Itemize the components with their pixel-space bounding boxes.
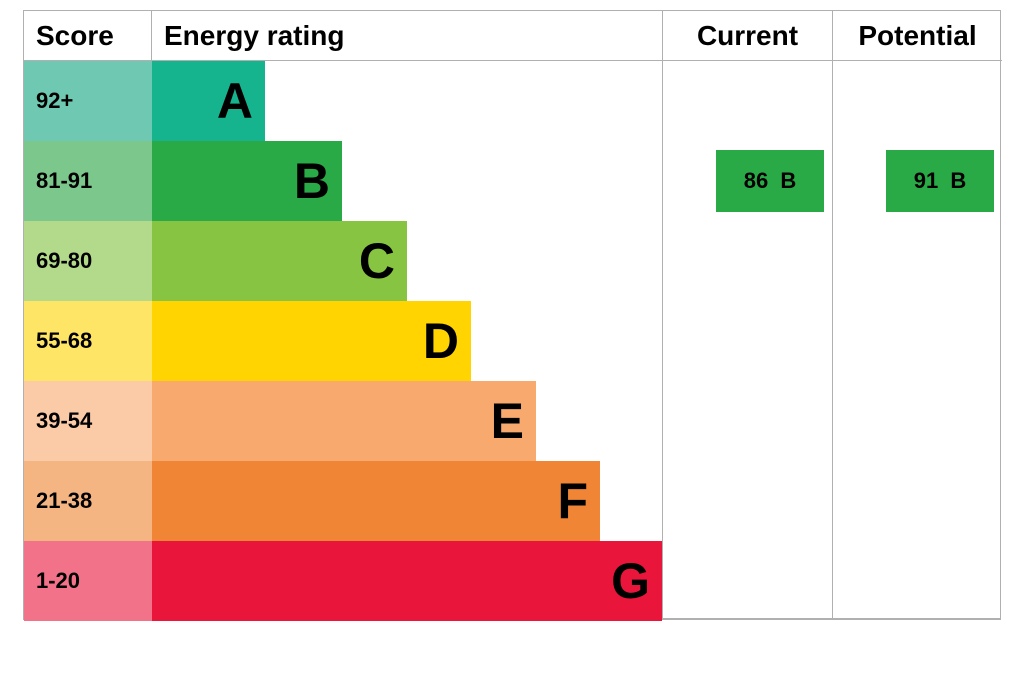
- band-score-D: 55-68: [24, 301, 152, 381]
- header-current: Current: [662, 11, 832, 61]
- band-score-F: 21-38: [24, 461, 152, 541]
- band-row-A: A92+: [24, 61, 1000, 141]
- band-row-E: E39-54: [24, 381, 1000, 461]
- header-score: Score: [24, 11, 152, 61]
- pointer-current: 86 B: [716, 150, 824, 212]
- band-row-F: F21-38: [24, 461, 1000, 541]
- band-score-A: 92+: [24, 61, 152, 141]
- band-score-B: 81-91: [24, 141, 152, 221]
- band-row-C: C69-80: [24, 221, 1000, 301]
- band-row-G: G1-20: [24, 541, 1000, 621]
- band-score-C: 69-80: [24, 221, 152, 301]
- epc-chart: ScoreEnergy ratingCurrentPotentialA92+B8…: [23, 10, 1001, 620]
- header-potential: Potential: [832, 11, 1002, 61]
- band-score-E: 39-54: [24, 381, 152, 461]
- pointer-potential: 91 B: [886, 150, 994, 212]
- band-row-B: B81-91: [24, 141, 1000, 221]
- header-rating: Energy rating: [152, 11, 662, 61]
- band-score-G: 1-20: [24, 541, 152, 621]
- band-row-D: D55-68: [24, 301, 1000, 381]
